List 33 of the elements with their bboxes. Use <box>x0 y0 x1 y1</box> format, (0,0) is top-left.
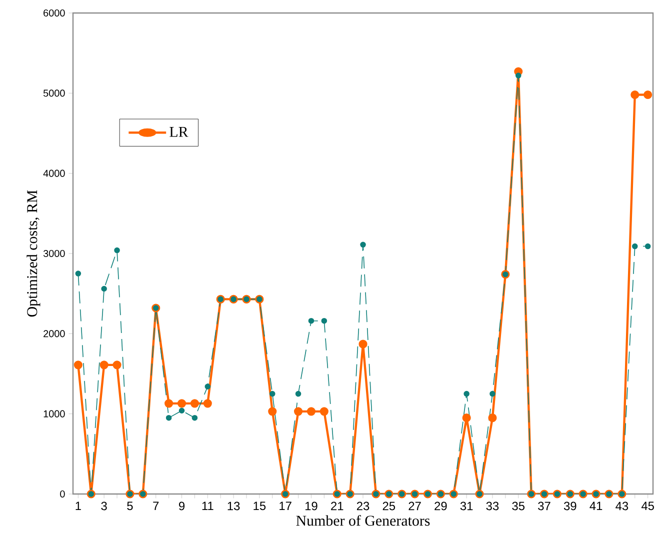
x-tick-label: 33 <box>486 502 499 510</box>
x-tick-label: 39 <box>564 502 576 510</box>
y-tick-label: 1000 <box>44 410 65 418</box>
x-tick-label: 19 <box>305 502 318 510</box>
x-tick-label: 25 <box>382 502 396 510</box>
y-tick-label: 6000 <box>44 9 65 17</box>
y-tick-label: 2000 <box>44 330 65 338</box>
x-tick-label: 41 <box>590 502 602 510</box>
y-tick-label: 3000 <box>43 250 65 258</box>
x-tick-label: 11 <box>202 502 214 510</box>
x-tick-label: 9 <box>178 502 185 510</box>
x-tick-label: 21 <box>331 502 344 510</box>
y-axis-title: Optimized costs, RM <box>26 190 40 317</box>
x-axis-title: Number of Generators <box>296 515 430 526</box>
x-tick-label: 15 <box>254 502 266 510</box>
x-tick-label: 43 <box>616 502 628 510</box>
y-tick-label: 4000 <box>43 170 65 177</box>
x-tick-label: 35 <box>512 502 525 510</box>
x-tick-label: 13 <box>228 502 240 510</box>
x-tick-label: 17 <box>280 502 292 510</box>
x-tick-label: 23 <box>356 502 370 510</box>
x-tick-label: 3 <box>101 502 107 510</box>
x-tick-label: 37 <box>538 502 550 510</box>
x-tick-label: 5 <box>127 502 133 510</box>
y-tick-label: 0 <box>60 490 65 498</box>
x-tick-label: 45 <box>641 502 654 510</box>
x-tick-label: 1 <box>76 502 81 510</box>
x-tick-label: 31 <box>460 502 473 510</box>
y-tick-label: 5000 <box>43 90 65 97</box>
x-tick-label: 7 <box>153 502 159 510</box>
x-tick-label: 27 <box>408 502 421 510</box>
legend-label: LR <box>170 126 188 137</box>
x-tick-label: 29 <box>434 502 447 510</box>
